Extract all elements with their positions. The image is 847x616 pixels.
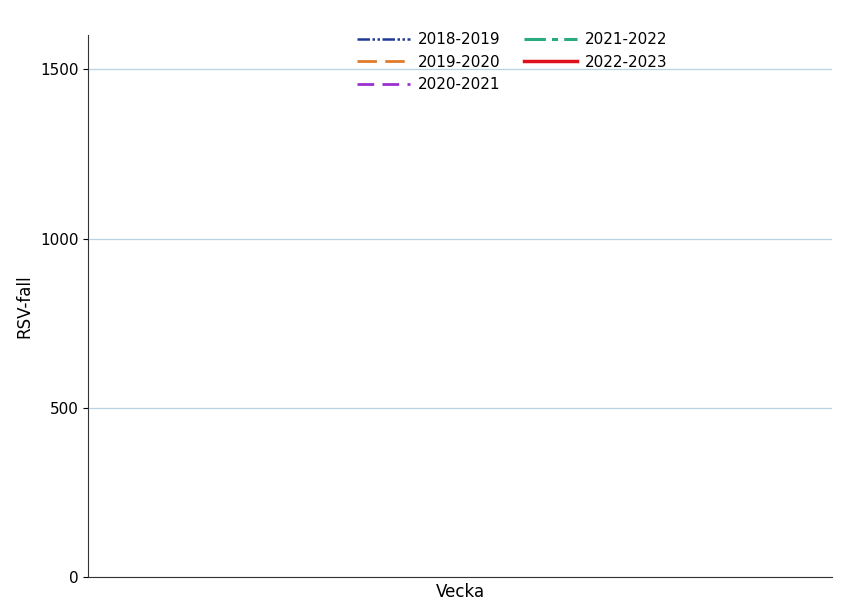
Legend: 2018-2019, 2019-2020, 2020-2021, 2021-2022, 2022-2023: 2018-2019, 2019-2020, 2020-2021, 2021-20… [357, 32, 667, 92]
X-axis label: Vecka: Vecka [435, 583, 484, 601]
Y-axis label: RSV-fall: RSV-fall [15, 275, 33, 338]
